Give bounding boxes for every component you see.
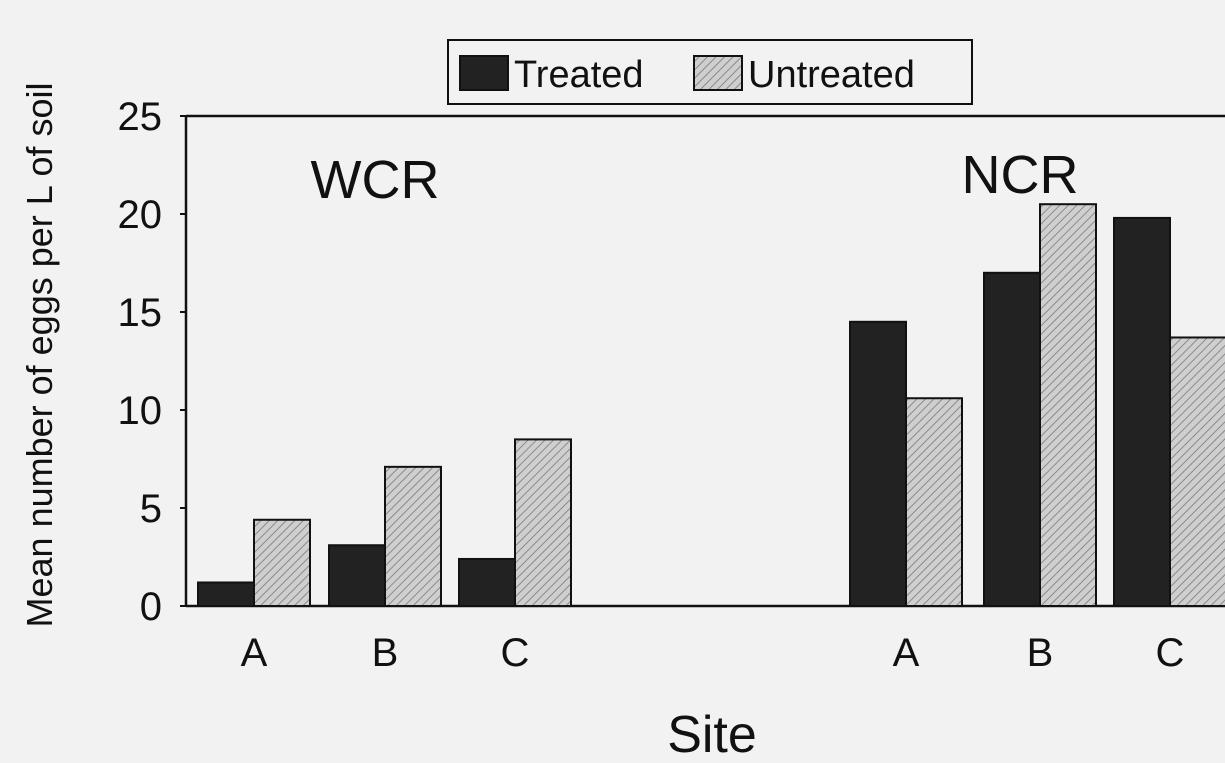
- y-tick-label: 25: [118, 95, 163, 139]
- legend-label-untreated: Untreated: [748, 54, 915, 96]
- y-ticks: 0 5 10 15 20 25: [118, 95, 186, 629]
- y-axis-label: Mean number of eggs per L of soil: [19, 83, 60, 628]
- x-tick-label: C: [1156, 631, 1185, 675]
- y-tick-label: 10: [118, 389, 163, 433]
- legend: Treated Untreated: [447, 39, 973, 105]
- bar-ncr-c-untreated: [1169, 336, 1225, 607]
- y-tick-label: 5: [140, 487, 162, 531]
- y-tick-label: 20: [118, 193, 163, 237]
- bar-wcr-b-untreated: [384, 465, 442, 607]
- bar-ncr-a-untreated: [905, 397, 963, 607]
- legend-label-treated: Treated: [514, 54, 644, 96]
- x-tick-label: A: [241, 631, 268, 675]
- x-tick-label: A: [893, 631, 920, 675]
- x-axis-label: Site: [667, 706, 757, 763]
- group-label-ncr: NCR: [962, 145, 1079, 205]
- bar-ncr-b-untreated: [1039, 203, 1097, 607]
- x-tick-label: C: [501, 631, 530, 675]
- bar-ncr-a-treated: [849, 320, 907, 607]
- legend-box: [447, 39, 973, 105]
- x-tick-label: B: [372, 631, 399, 675]
- legend-swatch-untreated: [693, 55, 743, 91]
- legend-swatch-treated: [459, 55, 509, 91]
- bars: [197, 203, 1225, 608]
- bar-wcr-b-treated: [328, 544, 386, 607]
- bar-wcr-c-treated: [458, 557, 516, 608]
- bar-wcr-a-untreated: [253, 518, 311, 608]
- x-tick-label: B: [1027, 631, 1054, 675]
- bar-ncr-b-treated: [983, 271, 1041, 607]
- bar-ncr-c-treated: [1113, 216, 1171, 607]
- y-tick-label: 0: [140, 585, 162, 629]
- bar-wcr-c-untreated: [514, 438, 572, 607]
- bar-wcr-a-treated: [197, 581, 255, 607]
- y-tick-label: 15: [118, 291, 163, 335]
- group-label-wcr: WCR: [311, 150, 440, 210]
